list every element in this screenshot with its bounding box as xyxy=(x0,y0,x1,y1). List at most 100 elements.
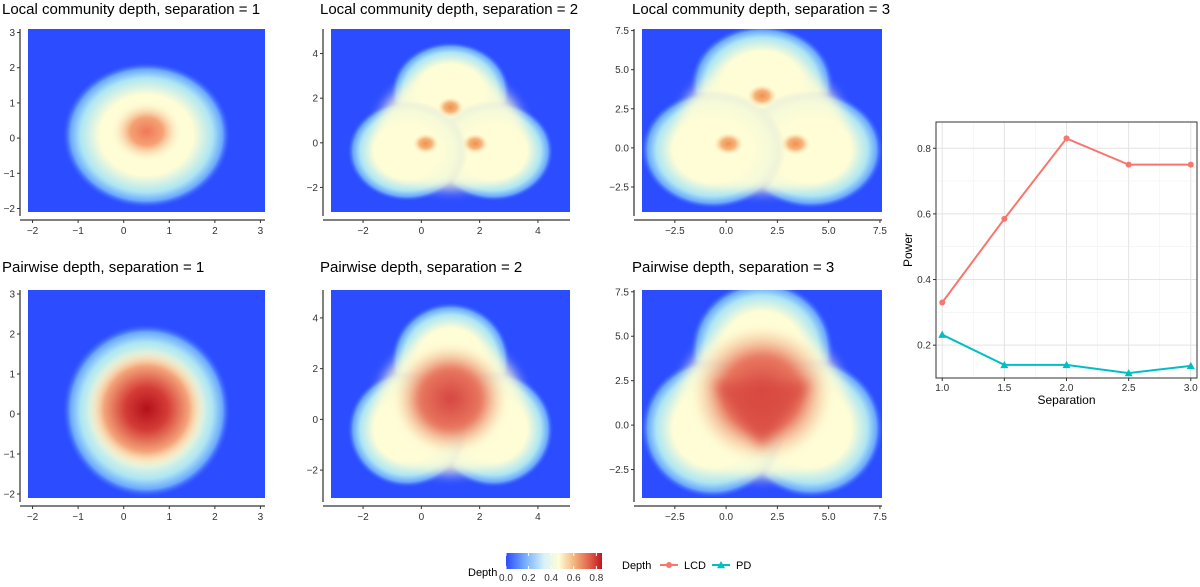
y-tick-label: 1 xyxy=(9,98,15,109)
density-peak xyxy=(781,132,810,155)
y-tick-label: 0.4 xyxy=(917,275,931,286)
x-tick-label: 0.0 xyxy=(719,226,733,237)
density-peak xyxy=(462,133,488,154)
y-tick-label: 3 xyxy=(9,28,15,39)
x-tick-label: 1 xyxy=(167,226,173,237)
x-tick-label: 1.0 xyxy=(935,383,949,394)
heatmap-field xyxy=(642,29,882,212)
density-peak xyxy=(712,382,812,448)
colorbar-tick-label: 0.6 xyxy=(567,573,581,584)
density-peak xyxy=(394,344,507,454)
y-tick-label: 0.2 xyxy=(917,341,931,352)
method-legend: Depth LCD PD xyxy=(622,560,751,572)
heatmap-field xyxy=(28,29,265,212)
heatmap-field xyxy=(28,290,265,498)
y-tick-label: 0.8 xyxy=(917,144,931,155)
y-tick-label: 4 xyxy=(312,49,318,60)
panel-title: Local community depth, separation = 2 xyxy=(320,1,578,18)
density-core-fill xyxy=(377,73,524,190)
data-point-lcd xyxy=(1001,215,1008,222)
data-point-pd xyxy=(1186,361,1195,370)
x-tick-label: 7.5 xyxy=(873,512,887,523)
data-point-pd xyxy=(1000,360,1009,369)
x-tick-label: 0 xyxy=(419,226,425,237)
y-tick-label: 2 xyxy=(9,63,15,74)
data-point-lcd xyxy=(1063,135,1070,142)
heatmap-field xyxy=(642,290,882,498)
panel-title: Local community depth, separation = 1 xyxy=(2,1,260,18)
y-axis-title: Power xyxy=(901,233,915,267)
y-tick-label: 5.0 xyxy=(615,332,629,343)
y-tick-label: 1 xyxy=(9,370,15,381)
colorbar-tick-label: 0.4 xyxy=(544,573,558,584)
x-tick-label: 1.5 xyxy=(997,383,1011,394)
legend-label-lcd: LCD xyxy=(684,560,706,572)
x-tick-label: −2.5 xyxy=(665,226,685,237)
power-line-chart: 1.0 1.5 2.0 2.5 3.0 0.2 0.4 0.6 0.8 Separation Pow… xyxy=(901,121,1198,407)
heatmap-panel-lcd-sep1: Local community depth, separation = 1−2−… xyxy=(2,1,265,237)
panel-title: Pairwise depth, separation = 1 xyxy=(2,259,204,276)
data-point-pd xyxy=(1124,369,1133,377)
x-tick-label: 7.5 xyxy=(873,226,887,237)
x-tick-label: 4 xyxy=(535,226,541,237)
heatmap-panel-lcd-sep3: Local community depth, separation = 3 −2.… xyxy=(609,1,890,237)
y-tick-label: 0.0 xyxy=(615,143,629,154)
y-tick-label: −2 xyxy=(307,466,319,477)
y-tick-label: 2.5 xyxy=(615,376,629,387)
colorbar-tick-label: 0.8 xyxy=(589,573,603,584)
y-tick-label: −1 xyxy=(4,450,16,461)
x-tick-label: 3 xyxy=(258,226,264,237)
y-tick-label: 0.6 xyxy=(917,209,931,220)
y-tick-label: 5.0 xyxy=(615,65,629,76)
y-tick-label: 4 xyxy=(312,313,318,324)
heatmap-panel-pd-sep1: Pairwise depth, separation = 1 −2 −1 0 1 2 3 −2… xyxy=(2,259,265,523)
y-tick-label: 0 xyxy=(9,410,15,421)
x-tick-label: 0 xyxy=(419,512,425,523)
x-tick-label: −2 xyxy=(27,226,39,237)
y-tick-label: −2.5 xyxy=(609,465,629,476)
x-tick-label: 0 xyxy=(121,226,127,237)
data-point-lcd xyxy=(939,299,946,306)
y-tick-label: −2 xyxy=(4,204,16,215)
x-tick-label: 2 xyxy=(477,226,483,237)
y-tick-label: 0 xyxy=(312,138,318,149)
panel-title: Pairwise depth, separation = 2 xyxy=(320,259,522,276)
y-tick-label: 2 xyxy=(312,94,318,105)
y-tick-label: −2 xyxy=(4,490,16,501)
y-tick-label: −1 xyxy=(4,169,16,180)
heatmap-panel-pd-sep2: Pairwise depth, separation = 2 −2 0 2 4 −2 0 2 4 xyxy=(307,259,570,523)
x-tick-label: 1 xyxy=(167,512,173,523)
legend-key-marker xyxy=(717,561,725,569)
x-tick-label: 4 xyxy=(535,512,541,523)
y-tick-label: 7.5 xyxy=(615,26,629,37)
colorbar-tick-label: 0.0 xyxy=(499,573,513,584)
y-tick-label: 2.5 xyxy=(615,104,629,115)
x-tick-label: 0 xyxy=(121,512,127,523)
panel-title: Local community depth, separation = 3 xyxy=(632,1,890,18)
x-tick-label: −2.5 xyxy=(665,512,685,523)
colorbar-tick-label: 0.2 xyxy=(522,573,536,584)
x-tick-label: 5.0 xyxy=(822,512,836,523)
y-tick-label: 0 xyxy=(9,134,15,145)
x-tick-label: 2.5 xyxy=(770,226,784,237)
density-peak xyxy=(110,100,183,163)
x-tick-label: 5.0 xyxy=(822,226,836,237)
density-peak xyxy=(86,347,207,471)
x-tick-label: 2.5 xyxy=(1122,383,1136,394)
x-tick-label: −1 xyxy=(72,226,84,237)
y-tick-label: 2 xyxy=(312,364,318,375)
density-peak xyxy=(714,132,743,155)
heatmap-field xyxy=(331,290,570,498)
y-tick-label: 0 xyxy=(312,415,318,426)
x-tick-label: 2 xyxy=(212,226,218,237)
density-peak xyxy=(437,97,464,118)
heatmap-panel-lcd-sep2: Local community depth, separation = 2 −2 0… xyxy=(307,1,578,237)
y-tick-label: 7.5 xyxy=(615,287,629,298)
heatmap-field xyxy=(331,29,570,212)
x-tick-label: 2 xyxy=(477,512,483,523)
y-tick-label: −2 xyxy=(307,183,319,194)
y-tick-label: 2 xyxy=(9,330,15,341)
depth-colorbar-legend: Depth 0.0 0.2 0.4 0.6 0.8 xyxy=(468,553,604,584)
density-peak xyxy=(747,84,777,107)
